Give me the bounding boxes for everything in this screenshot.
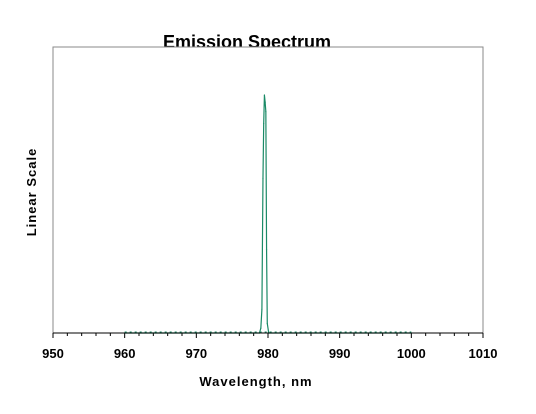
data-point (264, 101, 266, 103)
data-point (261, 308, 263, 310)
x-tick-label: 980 (257, 346, 279, 361)
x-axis-label: Wavelength, nm (199, 374, 312, 389)
x-axis-ticks (52, 333, 484, 338)
x-tick-label: 1000 (397, 346, 426, 361)
plot-area (52, 46, 484, 334)
data-point (265, 249, 268, 251)
data-point (260, 327, 262, 329)
data-point (266, 322, 268, 325)
series-layer (124, 94, 412, 334)
x-tick-label: 970 (185, 346, 207, 361)
data-point (265, 111, 267, 113)
data-point (263, 94, 266, 96)
data-point (263, 122, 265, 125)
data-point (262, 177, 264, 179)
y-axis-label: Linear Scale (24, 148, 39, 237)
x-tick-label: 990 (329, 346, 351, 361)
x-tick-label: 1010 (469, 346, 498, 361)
x-tick-label: 960 (114, 346, 136, 361)
x-tick-labels: 950 960 970 980 990 1000 1010 (42, 346, 497, 361)
x-tick-label: 950 (42, 346, 64, 361)
